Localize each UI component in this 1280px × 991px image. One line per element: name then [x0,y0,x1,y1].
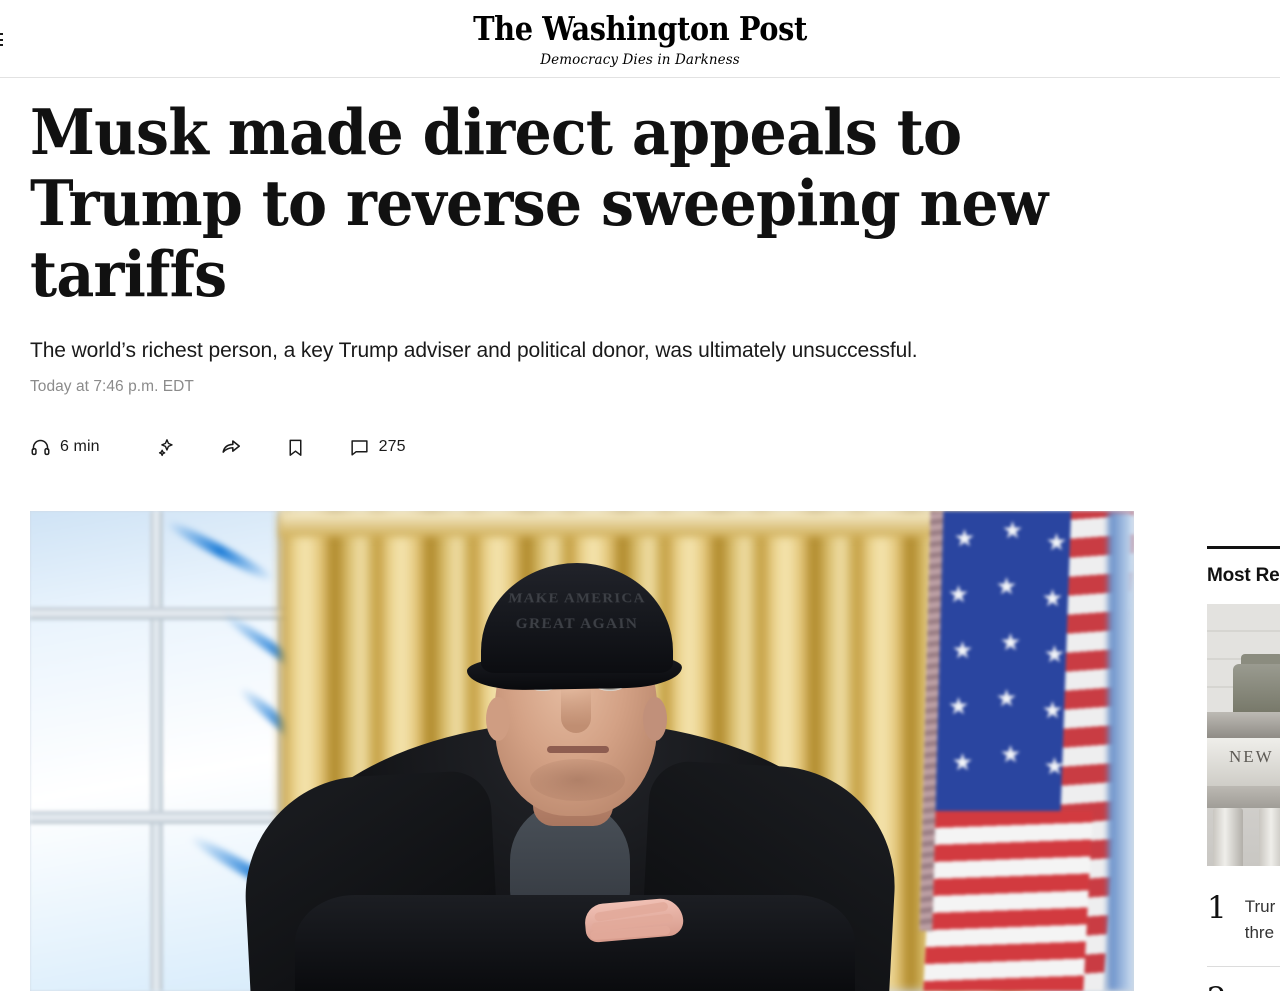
ai-summary-button[interactable] [156,437,177,458]
list-item[interactable]: 2 Is th stag [1207,966,1280,991]
rail-item-line-2: thre [1244,923,1275,942]
comments-button[interactable]: 275 [349,437,406,458]
sparkle-icon [156,437,177,458]
rail-item-title: Trur thre [1245,894,1276,946]
rail-thumbnail-image[interactable]: NEW [1207,604,1280,866]
listen-button[interactable]: 6 min [30,437,100,458]
masthead-brand[interactable]: The Washington Post Democracy Dies in Da… [0,12,1280,68]
lead-photo[interactable]: MAKE AMERICA GREAT AGAIN [30,511,1134,991]
article-headline: Musk made direct appeals to Trump to rev… [30,95,1048,311]
share-arrow-icon [220,436,242,458]
listen-duration-label: 6 min [60,438,100,455]
save-button[interactable] [285,437,306,458]
comment-bubble-icon [349,437,370,458]
most-read-rail: Most Re NEW 1 Trur thre 2 [1207,546,1280,991]
article-action-bar: 6 min [30,432,1256,462]
rank-number: 2 [1207,983,1227,991]
rail-item-title: Is th stag [1245,985,1277,991]
elon-musk-figure: MAKE AMERICA GREAT AGAIN [239,511,901,991]
page-body: Musk made direct appeals to Trump to rev… [0,78,1280,991]
cap-text-line-1: MAKE AMERICA [507,591,647,607]
article-deck: The world’s richest person, a key Trump … [30,339,918,362]
article-container: Musk made direct appeals to Trump to rev… [30,78,1256,462]
site-logo[interactable]: The Washington Post [473,9,807,48]
site-tagline: Democracy Dies in Darkness [540,52,740,68]
rail-heading: Most Re [1207,565,1280,586]
cap-text-line-2: GREAT AGAIN [514,615,640,633]
site-header: The Washington Post Democracy Dies in Da… [0,0,1280,78]
curtain-valance [280,511,1040,537]
rail-item-line-1: Trur [1244,897,1276,916]
rail-item-line-1: Is th [1245,985,1277,991]
rail-divider [1207,546,1280,549]
lead-photo-scene: MAKE AMERICA GREAT AGAIN [30,511,1134,991]
crossed-arms [285,871,865,991]
share-button[interactable] [220,436,242,458]
list-item[interactable]: 1 Trur thre [1207,882,1280,966]
bookmark-icon [285,437,306,458]
comment-count-label: 275 [378,438,406,455]
building-inscription: NEW [1229,747,1274,766]
article-timestamp: Today at 7:46 p.m. EDT [30,378,194,395]
headphones-icon [30,437,51,458]
american-flag [919,511,1134,991]
hamburger-menu-icon[interactable] [0,33,3,46]
rank-number: 1 [1207,890,1227,926]
most-read-list: 1 Trur thre 2 Is th stag [1207,882,1280,991]
maga-cap: MAKE AMERICA GREAT AGAIN [481,563,673,673]
